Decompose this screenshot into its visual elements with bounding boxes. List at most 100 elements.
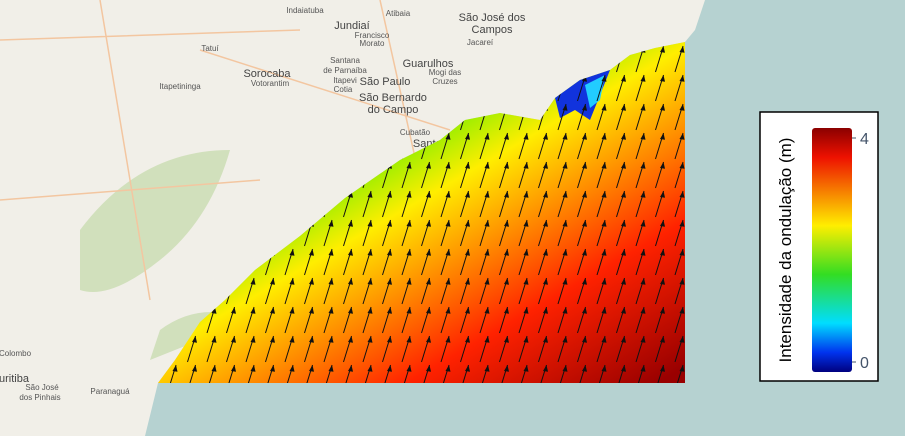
arrow-head — [367, 336, 373, 343]
arrow-head — [406, 278, 412, 285]
arrow-head — [601, 307, 607, 314]
arrow-head — [582, 104, 587, 111]
arrow-head — [562, 307, 568, 314]
arrow-head — [406, 365, 412, 372]
place-label: São José dos — [459, 12, 526, 24]
colorbar-tick-label: 0 — [860, 355, 869, 372]
arrow-head — [367, 365, 373, 372]
arrow-head — [621, 220, 626, 227]
arrow-head — [445, 249, 451, 256]
arrow-head — [679, 365, 685, 372]
arrow-head — [465, 220, 470, 227]
arrow-head — [289, 365, 295, 372]
place-label: Campos — [472, 24, 513, 36]
arrow-head — [621, 336, 626, 343]
arrow-head — [640, 133, 646, 140]
arrow-head — [523, 365, 529, 372]
arrow-head — [309, 336, 314, 343]
arrow-head — [250, 278, 256, 285]
arrow-head — [601, 104, 607, 111]
arrow-head — [211, 307, 217, 314]
arrow-head — [601, 75, 607, 82]
place-label: Morato — [360, 39, 385, 48]
arrow-head — [406, 162, 412, 169]
arrow-head — [640, 307, 646, 314]
place-labels: Indaiatuba Jundiaí Atibaia São José dosCamp… — [0, 6, 526, 402]
arrow-head — [640, 249, 646, 256]
arrow-head — [289, 307, 295, 314]
arrow-head — [484, 191, 490, 198]
arrow-head — [562, 133, 568, 140]
place-label: Jundiaí — [334, 20, 369, 32]
arrow-head — [504, 162, 509, 169]
arrow-head — [562, 220, 568, 227]
place-label: São José — [25, 383, 59, 392]
arrow-head — [523, 307, 529, 314]
arrow-head — [660, 278, 665, 285]
place-label: Mogi das — [429, 68, 461, 77]
arrow-head — [601, 133, 607, 140]
place-label: Sorocaba — [243, 68, 291, 80]
arrow-head — [543, 162, 548, 169]
arrow-head — [562, 249, 568, 256]
arrow-head — [523, 278, 529, 285]
arrow-head — [621, 365, 626, 372]
arrow-head — [387, 278, 392, 285]
arrow-head — [582, 220, 587, 227]
arrow-head — [270, 336, 275, 343]
arrow-head — [562, 336, 568, 343]
arrow-head — [523, 133, 529, 140]
arrow-head — [504, 249, 509, 256]
arrow-head — [640, 220, 646, 227]
place-label: Francisco — [355, 31, 390, 40]
arrow-head — [406, 191, 412, 198]
arrow-head — [640, 104, 646, 111]
low-wave-area — [585, 75, 605, 108]
arrow-head — [679, 162, 685, 169]
colorbar — [812, 128, 852, 372]
arrow-head — [660, 191, 665, 198]
arrow-head — [387, 307, 392, 314]
arrow-head — [406, 249, 412, 256]
colorbar-tick-label: 4 — [860, 131, 869, 148]
place-label: São Bernardo — [359, 92, 427, 104]
arrow-head — [543, 191, 548, 198]
arrow-head — [348, 307, 353, 314]
arrow-head — [484, 220, 490, 227]
arrow-head — [543, 249, 548, 256]
arrow-head — [367, 307, 373, 314]
place-label: Cruzes — [432, 77, 457, 86]
arrow-head — [328, 365, 334, 372]
arrow-head — [445, 307, 451, 314]
arrow-head — [426, 191, 431, 198]
arrow-head — [309, 278, 314, 285]
arrow-head — [465, 249, 470, 256]
arrow-head — [387, 336, 392, 343]
arrow-head — [562, 162, 568, 169]
arrow-head — [523, 249, 529, 256]
arrow-head — [582, 278, 587, 285]
arrow-head — [445, 220, 451, 227]
arrow-head — [484, 365, 490, 372]
arrow-head — [582, 191, 587, 198]
arrow-head — [679, 133, 685, 140]
place-label: Votorantim — [251, 79, 290, 88]
arrow-head — [484, 278, 490, 285]
arrow-head — [328, 307, 334, 314]
arrow-head — [387, 191, 392, 198]
arrow-head — [445, 336, 451, 343]
arrow-head — [309, 249, 314, 256]
arrow-head — [601, 336, 607, 343]
place-label: do Campo — [368, 104, 419, 116]
arrow-head — [465, 191, 470, 198]
arrow-head — [601, 278, 607, 285]
arrow-head — [231, 336, 236, 343]
arrow-head — [640, 365, 646, 372]
arrow-head — [328, 220, 334, 227]
roads — [0, 0, 451, 301]
arrow-head — [504, 191, 509, 198]
arrow-head — [582, 162, 587, 169]
arrow-head — [445, 133, 451, 140]
